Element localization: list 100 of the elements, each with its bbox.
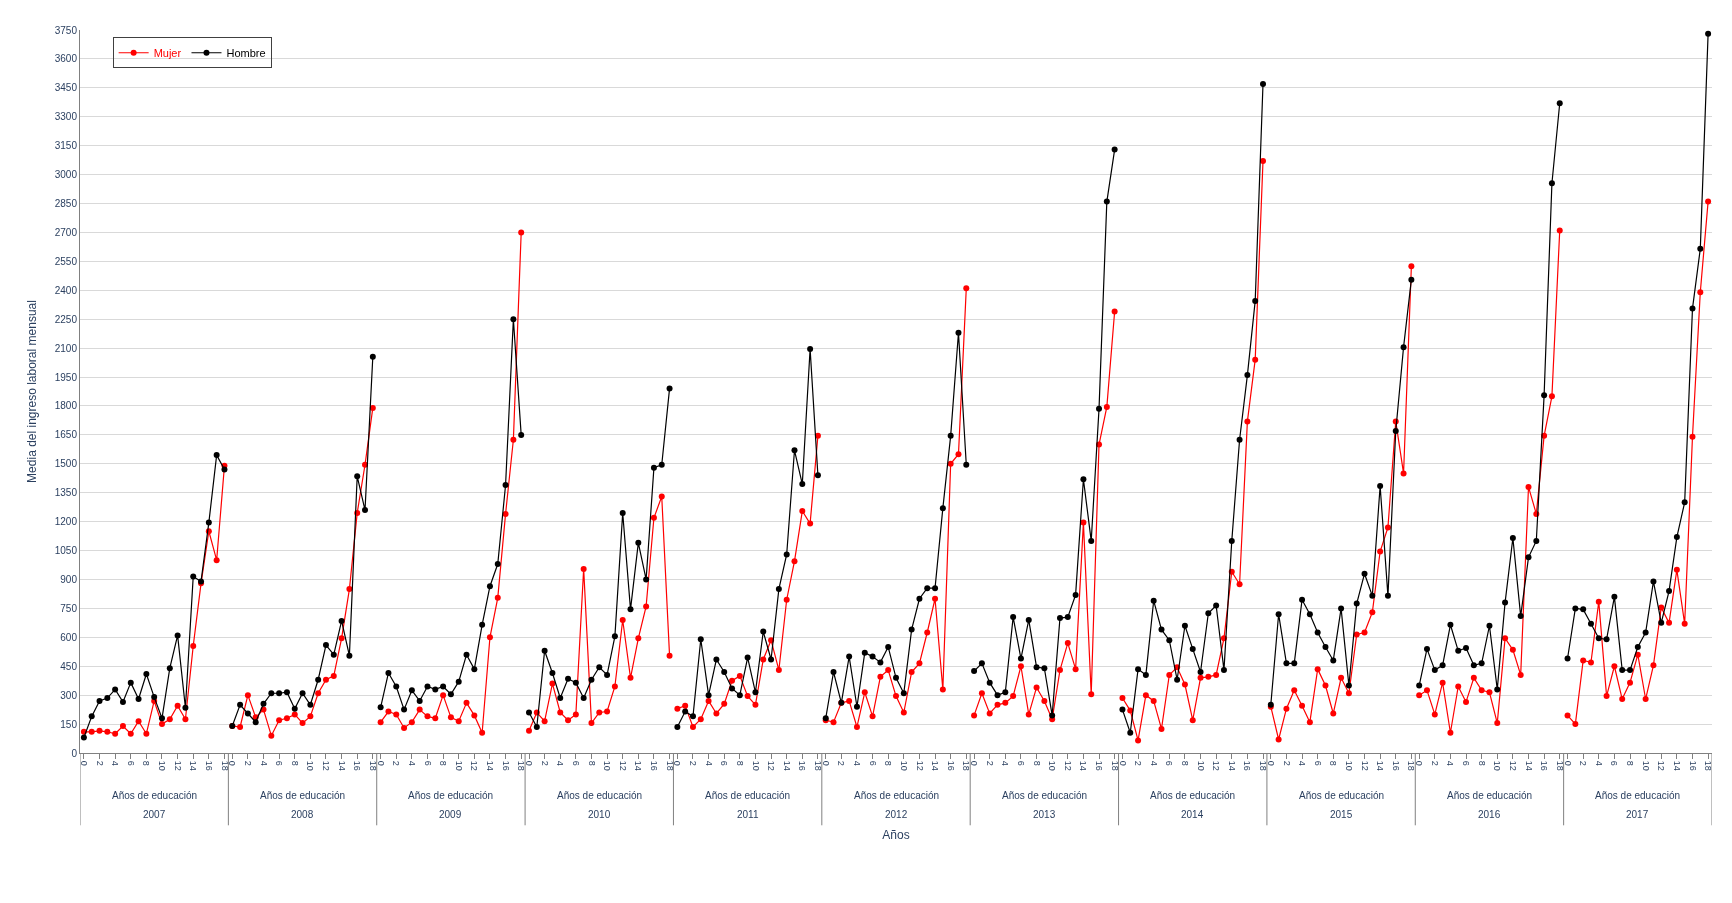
x-tick-label: 2 <box>984 760 995 766</box>
x-tick-label: 12 <box>321 760 332 771</box>
x-tick-label: 16 <box>1242 760 1253 771</box>
x-tick-label: 10 <box>898 760 909 771</box>
text: Años de educación <box>1150 790 1236 801</box>
x-tick-label: 14 <box>633 760 644 771</box>
x-tick-label: 10 <box>1195 760 1206 771</box>
x-tick-label: 10 <box>1492 760 1503 771</box>
x-tick-label: 4 <box>1445 760 1456 766</box>
x-tick-label: 4 <box>110 760 121 766</box>
x-tick-label: 18 <box>219 760 230 771</box>
x-tick-label: 12 <box>1507 760 1518 771</box>
x-tick-label: 16 <box>203 760 214 771</box>
y-axis-title: Media del ingreso laboral mensual <box>25 300 40 483</box>
text: Años de educación <box>1447 790 1533 801</box>
x-tick-label: 14 <box>930 760 941 771</box>
x-tick-label: 8 <box>586 760 597 766</box>
text: 2011 <box>737 809 759 820</box>
x-tick-label: 0 <box>969 760 980 766</box>
x-tick-label: 0 <box>1414 760 1425 766</box>
x-tick-label: 18 <box>1554 760 1565 771</box>
text: 2016 <box>1478 809 1501 820</box>
x-tick-label: 4 <box>852 760 863 766</box>
x-tick-label: 12 <box>172 760 183 771</box>
x-tick-label: 12 <box>1211 760 1222 771</box>
x-tick-label: 12 <box>1656 760 1667 771</box>
x-tick-label: 2 <box>836 760 847 766</box>
y-tick-label: 3000 <box>54 169 78 181</box>
x-tick-label: 16 <box>945 760 956 771</box>
y-tick-label: 1800 <box>54 400 78 412</box>
x-tick-label: 4 <box>555 760 566 766</box>
y-tick-label: 150 <box>60 718 78 730</box>
x-tick-label: 16 <box>649 760 660 771</box>
x-tick-label: 6 <box>125 760 136 766</box>
x-tick-label: 4 <box>1148 760 1159 766</box>
y-tick-label: 1650 <box>54 429 78 441</box>
x-tick-label: 0 <box>672 760 683 766</box>
text: 2017 <box>1626 809 1649 820</box>
x-tick-label: 18 <box>664 760 675 771</box>
x-tick-label: 18 <box>516 760 527 771</box>
x-tick-label: 2 <box>391 760 402 766</box>
x-tick-label: 10 <box>157 760 168 771</box>
y-tick-label: 1350 <box>54 487 78 499</box>
text: Años de educación <box>408 790 494 801</box>
x-tick-label: 18 <box>367 760 378 771</box>
x-tick-label: 14 <box>1671 760 1682 771</box>
y-tick-label: 3750 <box>54 24 78 36</box>
x-tick-label: 14 <box>485 760 496 771</box>
text: 2008 <box>291 809 314 820</box>
x-tick-label: 8 <box>1625 760 1636 766</box>
x-tick-label: 14 <box>1078 760 1089 771</box>
x-tick-label: 2 <box>1281 760 1292 766</box>
y-tick-label: 2250 <box>54 313 78 325</box>
x-tick-label: 14 <box>781 760 792 771</box>
text: 2007 <box>143 809 166 820</box>
x-tick-label: 16 <box>797 760 808 771</box>
x-tick-label: 0 <box>1117 760 1128 766</box>
x-tick-label: 16 <box>1390 760 1401 771</box>
x-tick-label: 4 <box>1297 760 1308 766</box>
x-tick-label: 6 <box>1609 760 1620 766</box>
x-tick-label: 2 <box>1133 760 1144 766</box>
y-tick-label: 2700 <box>54 226 78 238</box>
x-tick-label: 0 <box>524 760 535 766</box>
x-tick-label: 6 <box>1164 760 1175 766</box>
x-tick-label: 16 <box>500 760 511 771</box>
x-tick-label: 4 <box>406 760 417 766</box>
x-tick-label: 8 <box>289 760 300 766</box>
x-tick-label: 2 <box>539 760 550 766</box>
text: 2014 <box>1181 809 1204 820</box>
x-tick-label: 10 <box>1640 760 1651 771</box>
y-tick-label: 1950 <box>54 371 78 383</box>
y-tick-label: 1200 <box>54 516 78 528</box>
legend-label: Hombre <box>226 47 266 60</box>
x-tick-label: 10 <box>1343 760 1354 771</box>
x-tick-label: 0 <box>1562 760 1573 766</box>
text: Años de educación <box>1299 790 1385 801</box>
x-tick-label: 8 <box>141 760 152 766</box>
x-tick-label: 6 <box>1312 760 1323 766</box>
x-tick-label: 6 <box>422 760 433 766</box>
x-tick-label: 12 <box>617 760 628 771</box>
x-tick-label: 4 <box>258 760 269 766</box>
text: Años de educación <box>1002 790 1088 801</box>
y-tick-label: 3150 <box>54 140 78 152</box>
y-tick-label: 3600 <box>54 53 78 65</box>
x-tick-label: 6 <box>1461 760 1472 766</box>
y-tick-label: 300 <box>60 689 78 701</box>
x-tick-label: 12 <box>469 760 480 771</box>
x-tick-label: 18 <box>1406 760 1417 771</box>
x-tick-label: 12 <box>1062 760 1073 771</box>
x-tick-label: 4 <box>1593 760 1604 766</box>
text: Años de educación <box>260 790 346 801</box>
text: Años de educación <box>854 790 940 801</box>
y-tick-label: 2400 <box>54 284 78 296</box>
x-tick-label: 16 <box>352 760 363 771</box>
x-tick-label: 2 <box>688 760 699 766</box>
x-tick-label: 8 <box>883 760 894 766</box>
x-tick-label: 14 <box>1375 760 1386 771</box>
x-tick-label: 10 <box>453 760 464 771</box>
x-tick-label: 6 <box>719 760 730 766</box>
y-tick-label: 1500 <box>54 458 78 470</box>
